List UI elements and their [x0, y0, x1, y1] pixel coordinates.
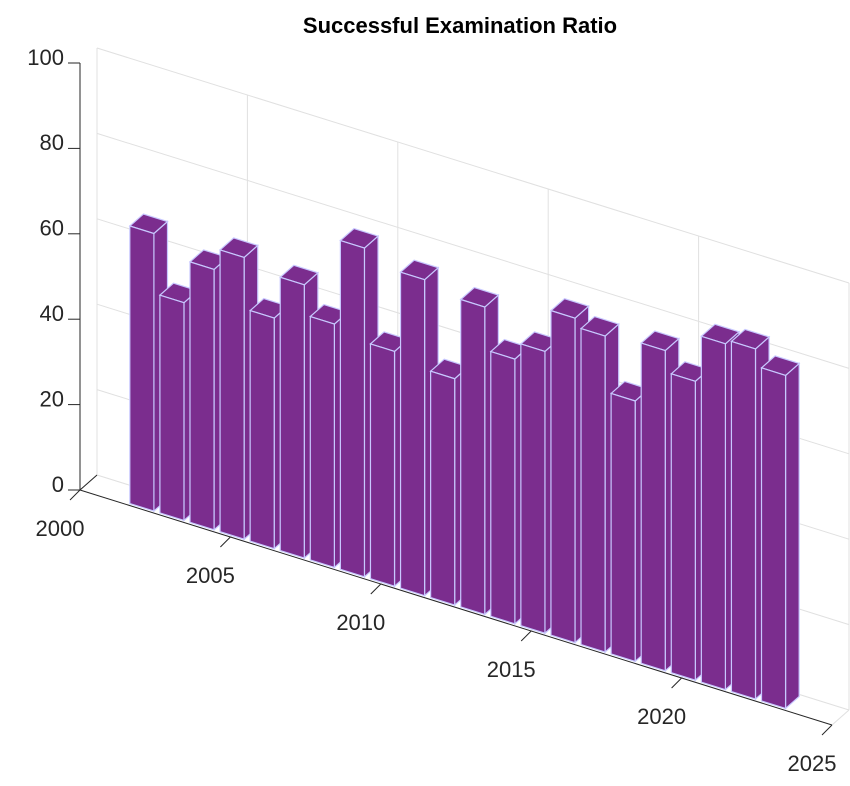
x-tick — [821, 724, 833, 736]
depth-axis — [79, 474, 98, 491]
bar-front — [189, 261, 215, 531]
bar-front — [460, 298, 486, 616]
y-tick-label: 0 — [52, 472, 64, 497]
x-tick — [370, 583, 382, 595]
bar-front — [249, 309, 275, 550]
bar-front — [339, 239, 366, 578]
bar-front — [309, 315, 335, 569]
bar-front — [730, 340, 757, 700]
x-tick-label: 2015 — [487, 657, 536, 682]
y-tick-label: 80 — [40, 130, 64, 155]
y-tick-label: 40 — [40, 301, 64, 326]
y-tick-label: 20 — [40, 386, 64, 411]
bar-front — [129, 225, 155, 512]
x-tick — [671, 677, 682, 689]
y-tick-label: 100 — [27, 45, 64, 70]
bar-front — [490, 350, 516, 625]
grid-line — [96, 47, 850, 284]
bar-front — [550, 309, 576, 644]
x-axis — [79, 489, 833, 726]
grid-line — [831, 709, 850, 726]
bar-front — [159, 294, 185, 522]
x-tick-label: 2000 — [36, 516, 85, 541]
x-tick — [220, 536, 231, 548]
chart-title: Successful Examination Ratio — [303, 13, 617, 38]
bar-front — [369, 343, 396, 588]
x-tick — [69, 489, 81, 501]
bar-front — [520, 343, 546, 635]
bar-front — [219, 249, 245, 541]
bar-front — [430, 370, 456, 606]
bar-front — [399, 271, 426, 597]
bar-front — [640, 342, 666, 672]
x-tick-label: 2005 — [186, 563, 235, 588]
x-tick — [520, 630, 532, 642]
bar-front — [760, 367, 787, 710]
bar-front — [700, 335, 727, 691]
x-tick-label: 2020 — [637, 704, 686, 729]
bar-side — [784, 362, 800, 710]
bar-front — [279, 276, 305, 559]
x-tick-label: 2025 — [788, 751, 837, 776]
bar-front — [610, 392, 636, 663]
y-tick-label: 60 — [40, 216, 64, 241]
bar-front — [580, 327, 606, 653]
bar-front — [670, 373, 696, 682]
x-tick-label: 2010 — [336, 610, 385, 635]
